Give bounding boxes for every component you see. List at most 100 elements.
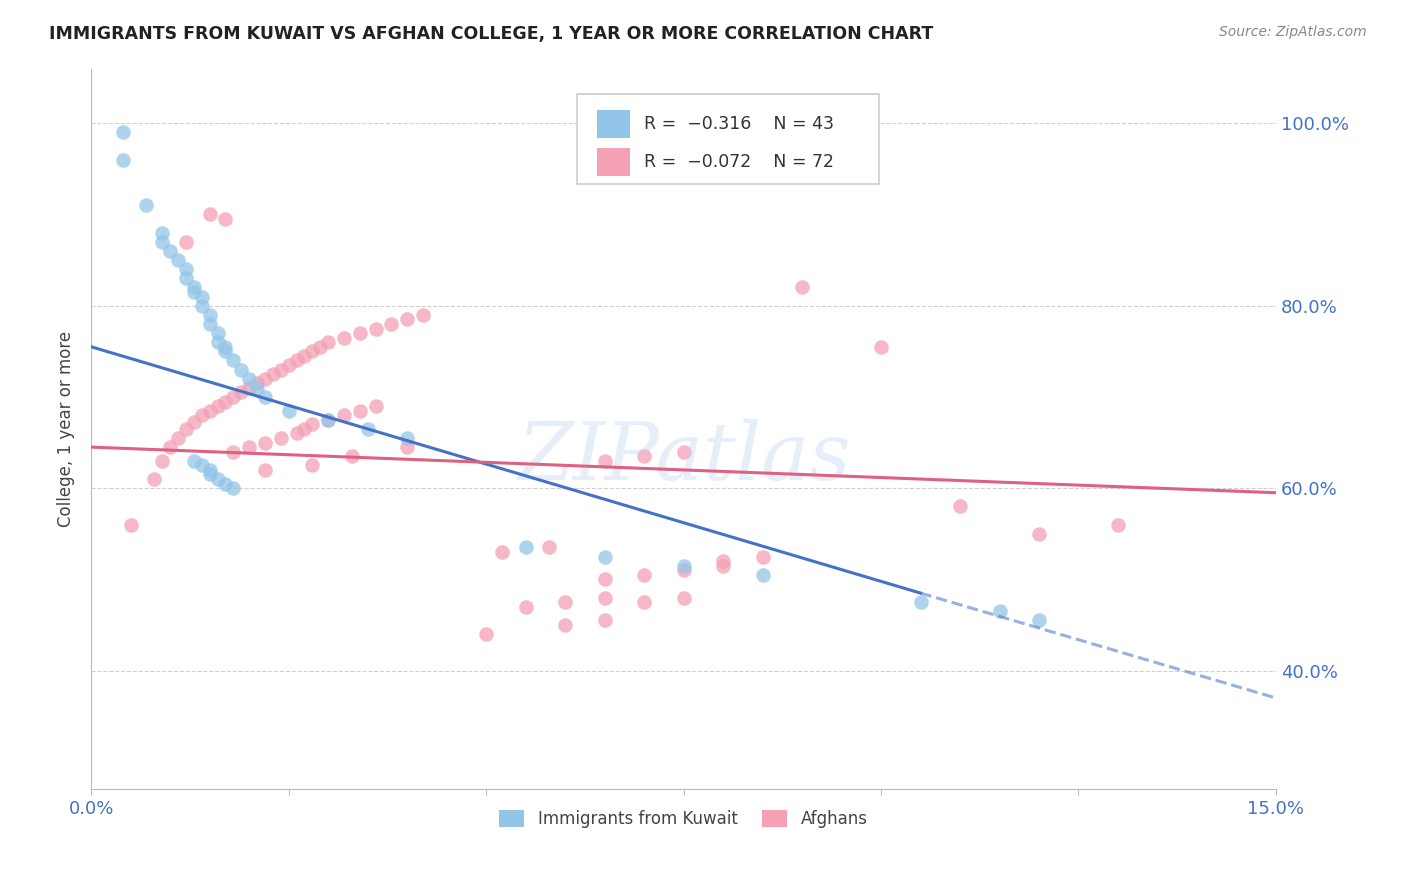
Point — [222, 353, 245, 368]
Point — [554, 595, 576, 609]
Point — [207, 335, 229, 350]
Point — [246, 376, 269, 391]
Point — [253, 372, 276, 386]
Point — [475, 627, 498, 641]
Point — [349, 403, 371, 417]
Point — [672, 591, 695, 605]
Point — [285, 426, 308, 441]
Point — [672, 444, 695, 458]
Point — [174, 271, 197, 285]
Point — [711, 554, 734, 568]
Point — [285, 353, 308, 368]
Point — [538, 541, 561, 555]
Point — [356, 422, 378, 436]
Point — [174, 235, 197, 249]
Point — [135, 198, 157, 212]
Point — [593, 549, 616, 564]
Point — [751, 567, 773, 582]
Point — [396, 440, 419, 454]
Legend: Immigrants from Kuwait, Afghans: Immigrants from Kuwait, Afghans — [492, 804, 875, 835]
Text: Source: ZipAtlas.com: Source: ZipAtlas.com — [1219, 25, 1367, 39]
Point — [198, 317, 221, 331]
Point — [593, 573, 616, 587]
Point — [167, 431, 190, 445]
Point — [301, 417, 323, 432]
Point — [333, 408, 356, 422]
Point — [143, 472, 166, 486]
Point — [214, 344, 236, 359]
Point — [316, 335, 339, 350]
Point — [333, 331, 356, 345]
Point — [198, 308, 221, 322]
Point — [207, 472, 229, 486]
Point — [1028, 614, 1050, 628]
Text: R =  −0.072    N = 72: R = −0.072 N = 72 — [644, 153, 834, 171]
Point — [491, 545, 513, 559]
Text: IMMIGRANTS FROM KUWAIT VS AFGHAN COLLEGE, 1 YEAR OR MORE CORRELATION CHART: IMMIGRANTS FROM KUWAIT VS AFGHAN COLLEGE… — [49, 25, 934, 43]
Point — [262, 367, 284, 381]
Point — [633, 567, 655, 582]
Point — [238, 372, 260, 386]
Point — [633, 449, 655, 463]
Point — [207, 326, 229, 340]
Point — [253, 435, 276, 450]
Point — [364, 321, 387, 335]
Point — [1028, 526, 1050, 541]
Point — [150, 226, 173, 240]
Point — [198, 403, 221, 417]
Point — [380, 317, 402, 331]
Point — [270, 362, 292, 376]
Point — [672, 558, 695, 573]
Point — [190, 299, 212, 313]
Point — [190, 289, 212, 303]
FancyBboxPatch shape — [598, 148, 630, 176]
Point — [214, 394, 236, 409]
Point — [120, 517, 142, 532]
Point — [790, 280, 813, 294]
Point — [515, 541, 537, 555]
Point — [301, 458, 323, 473]
Point — [412, 308, 434, 322]
Point — [309, 340, 332, 354]
Point — [150, 454, 173, 468]
Point — [593, 454, 616, 468]
Point — [515, 599, 537, 614]
Point — [198, 467, 221, 482]
Text: ZIPatlas: ZIPatlas — [517, 419, 851, 497]
Point — [246, 381, 269, 395]
Point — [222, 390, 245, 404]
Point — [174, 422, 197, 436]
Point — [711, 558, 734, 573]
Point — [190, 408, 212, 422]
Point — [593, 614, 616, 628]
Point — [751, 549, 773, 564]
Point — [633, 595, 655, 609]
Point — [253, 390, 276, 404]
Point — [270, 431, 292, 445]
Point — [301, 344, 323, 359]
Point — [364, 399, 387, 413]
Point — [214, 212, 236, 227]
Point — [593, 591, 616, 605]
Point — [277, 358, 299, 372]
Point — [167, 253, 190, 268]
Point — [294, 422, 316, 436]
FancyBboxPatch shape — [598, 111, 630, 137]
Point — [294, 349, 316, 363]
Point — [159, 244, 181, 258]
FancyBboxPatch shape — [576, 94, 879, 184]
Point — [174, 262, 197, 277]
Point — [111, 125, 134, 139]
Point — [231, 385, 253, 400]
Point — [238, 381, 260, 395]
Point — [111, 153, 134, 167]
Point — [231, 362, 253, 376]
Point — [238, 440, 260, 454]
Point — [159, 440, 181, 454]
Point — [277, 403, 299, 417]
Point — [214, 340, 236, 354]
Point — [198, 463, 221, 477]
Point — [396, 431, 419, 445]
Point — [207, 399, 229, 413]
Point — [214, 476, 236, 491]
